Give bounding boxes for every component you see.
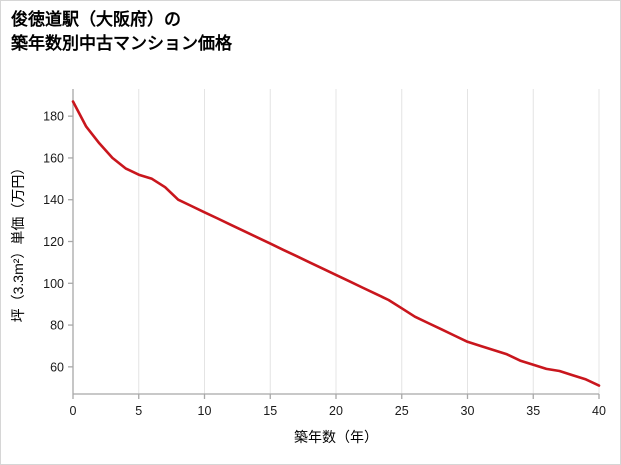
- y-tick-label: 120: [43, 235, 64, 249]
- y-tick-label: 80: [50, 319, 64, 333]
- chart-title: 俊徳道駅（大阪府）の 築年数別中古マンション価格: [11, 8, 232, 56]
- y-tick-label: 180: [43, 110, 64, 124]
- x-tick-label: 20: [329, 404, 343, 418]
- x-tick-label: 0: [70, 404, 77, 418]
- chart-title-line1: 俊徳道駅（大阪府）の: [11, 10, 181, 29]
- y-tick-label: 60: [50, 360, 64, 374]
- x-tick-label: 10: [198, 404, 212, 418]
- x-tick-label: 15: [263, 404, 277, 418]
- x-tick-label: 5: [135, 404, 142, 418]
- price-line-series: [71, 100, 601, 387]
- y-tick-label: 100: [43, 277, 64, 291]
- x-axis-title: 築年数（年）: [294, 429, 378, 445]
- y-tick-label: 160: [43, 151, 64, 165]
- x-tick-label: 25: [395, 404, 409, 418]
- y-axis-title: 坪（3.3m²）単価（万円）: [10, 161, 26, 323]
- x-tick-label: 30: [461, 404, 475, 418]
- chart-title-line2: 築年数別中古マンション価格: [11, 33, 232, 53]
- y-tick-label: 140: [43, 193, 64, 207]
- x-tick-label: 35: [526, 404, 540, 418]
- x-tick-label: 40: [592, 404, 606, 418]
